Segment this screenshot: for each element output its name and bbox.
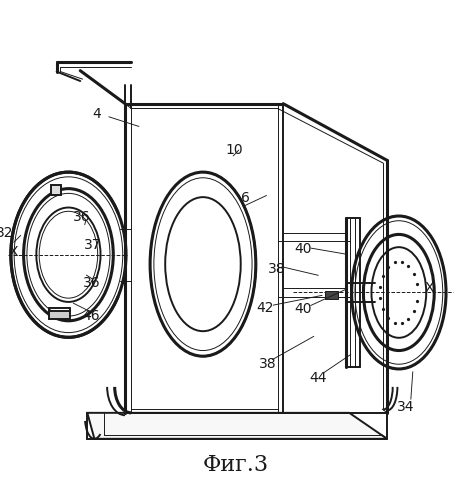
Polygon shape (49, 312, 70, 319)
Text: 38: 38 (268, 262, 285, 276)
Text: 36: 36 (73, 210, 91, 224)
Text: Фиг.3: Фиг.3 (203, 454, 269, 476)
Text: X: X (425, 281, 434, 295)
Text: 36: 36 (83, 276, 100, 290)
Text: 38: 38 (259, 357, 276, 371)
Text: 40: 40 (295, 242, 312, 256)
Text: 42: 42 (256, 300, 273, 314)
Polygon shape (87, 413, 387, 439)
Text: 4: 4 (92, 107, 101, 121)
Text: 6: 6 (241, 191, 250, 205)
Polygon shape (325, 291, 338, 298)
Text: 46: 46 (83, 309, 100, 323)
Text: X: X (8, 246, 18, 260)
Text: 32: 32 (0, 226, 13, 240)
Text: 44: 44 (309, 372, 327, 386)
Text: 10: 10 (226, 143, 243, 157)
Text: 40: 40 (295, 302, 312, 316)
Text: 37: 37 (84, 238, 101, 252)
Text: 34: 34 (396, 400, 414, 413)
Polygon shape (51, 186, 61, 195)
